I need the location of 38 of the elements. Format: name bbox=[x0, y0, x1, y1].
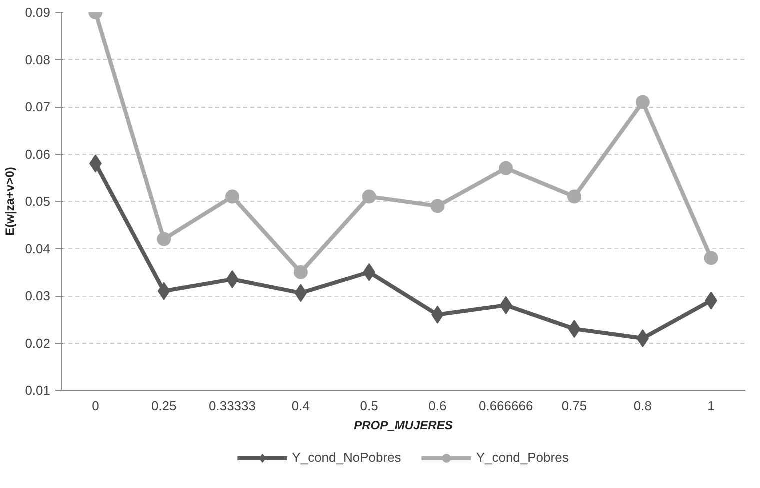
point bbox=[704, 251, 718, 266]
x-tick-label: 0.8 bbox=[634, 398, 652, 414]
point bbox=[158, 282, 170, 300]
point bbox=[226, 270, 239, 288]
point bbox=[294, 284, 308, 302]
point bbox=[500, 296, 512, 314]
point bbox=[362, 190, 376, 204]
point bbox=[499, 161, 514, 176]
x-tick-label: 0.25 bbox=[151, 398, 177, 414]
point bbox=[157, 232, 172, 246]
y-tick-label: 0.05 bbox=[25, 194, 51, 209]
point bbox=[568, 320, 581, 338]
point bbox=[568, 190, 582, 204]
point bbox=[430, 199, 445, 214]
x-tick-label: 0.6 bbox=[428, 398, 447, 414]
y-axis-title: E(w|za+v>0) bbox=[3, 167, 18, 236]
legend-label: Y_cond_Pobres bbox=[476, 450, 569, 465]
x-tick-label: 0.75 bbox=[562, 398, 588, 414]
y-tick-label: 0.02 bbox=[25, 336, 51, 351]
y-tick-label: 0.04 bbox=[25, 241, 51, 256]
y-tick-label: 0.08 bbox=[25, 52, 51, 68]
x-tick-label: 0.666666 bbox=[478, 398, 534, 414]
point bbox=[294, 265, 308, 280]
x-tick-label: 0.5 bbox=[360, 398, 378, 414]
y-tick-label: 0.01 bbox=[25, 383, 51, 398]
x-tick-label: 0.4 bbox=[292, 398, 310, 414]
point bbox=[636, 330, 650, 348]
point bbox=[226, 190, 240, 204]
x-axis-title: PROP_MUJERES bbox=[354, 418, 453, 432]
x-tick-label: 1 bbox=[708, 398, 715, 414]
x-tick-label: 0.33333 bbox=[209, 398, 256, 414]
x-tick-label: 0 bbox=[92, 398, 100, 414]
legend-label: Y_cond_NoPobres bbox=[292, 450, 402, 465]
point bbox=[636, 95, 650, 110]
y-tick-label: 0.06 bbox=[25, 146, 51, 162]
y-tick-label: 0.03 bbox=[25, 288, 51, 304]
y-tick-label: 0.09 bbox=[25, 5, 51, 20]
y-tick-label: 0.07 bbox=[25, 100, 51, 114]
